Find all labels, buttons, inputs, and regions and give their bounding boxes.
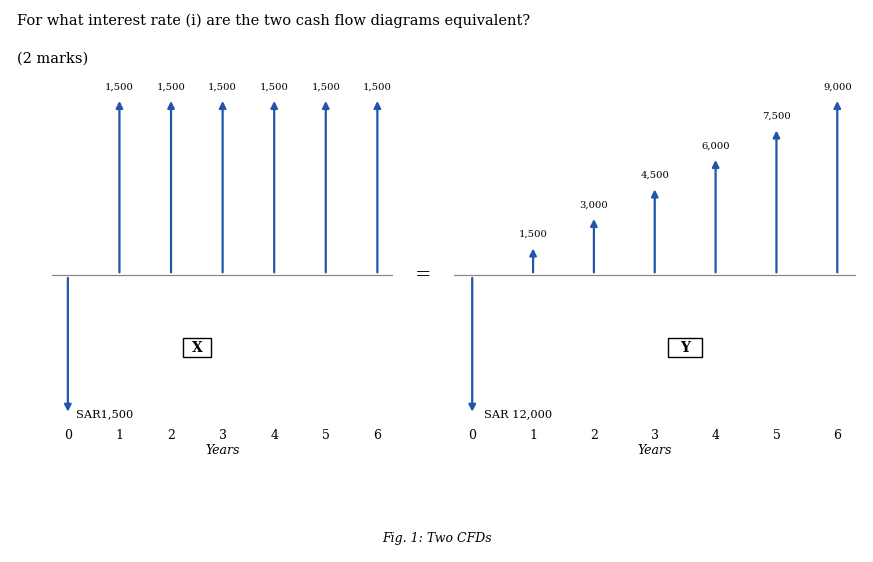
FancyBboxPatch shape [182, 338, 211, 357]
X-axis label: Years: Years [637, 443, 672, 456]
Text: X: X [191, 341, 203, 355]
Text: 1,500: 1,500 [260, 82, 289, 91]
Text: 1,500: 1,500 [363, 82, 392, 91]
Text: 1,500: 1,500 [519, 230, 547, 239]
Text: 9,000: 9,000 [823, 82, 852, 91]
Text: SAR1,500: SAR1,500 [76, 409, 133, 419]
Text: =: = [416, 266, 431, 284]
Text: SAR 12,000: SAR 12,000 [485, 409, 553, 419]
X-axis label: Years: Years [205, 443, 240, 456]
Text: Y: Y [680, 341, 691, 355]
Text: 1,500: 1,500 [156, 82, 185, 91]
Text: 1,500: 1,500 [105, 82, 134, 91]
Text: 1,500: 1,500 [312, 82, 340, 91]
Text: 3,000: 3,000 [580, 200, 608, 209]
Text: 7,500: 7,500 [762, 112, 791, 121]
Text: 6,000: 6,000 [701, 141, 730, 150]
Text: (2 marks): (2 marks) [17, 52, 89, 66]
Text: For what interest rate (i) are the two cash flow diagrams equivalent?: For what interest rate (i) are the two c… [17, 14, 531, 29]
Text: 1,500: 1,500 [208, 82, 237, 91]
Text: Fig. 1: Two CFDs: Fig. 1: Two CFDs [382, 532, 491, 545]
FancyBboxPatch shape [669, 338, 702, 357]
Text: 4,500: 4,500 [640, 171, 670, 180]
